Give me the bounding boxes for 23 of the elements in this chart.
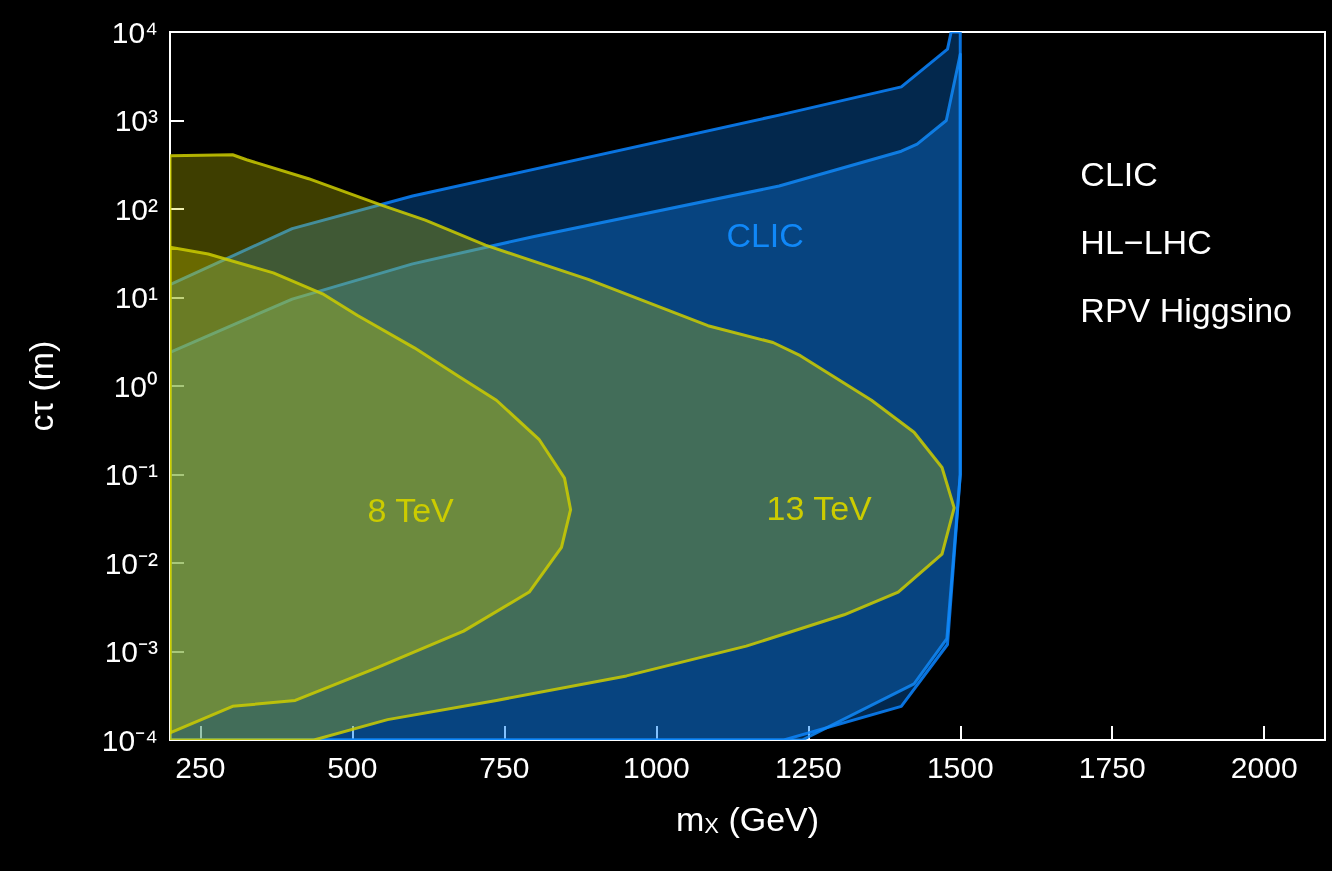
x-tick-label: 1000 [622,750,690,784]
x-tick-label: 500 [327,750,378,784]
y-tick-label: 10⁴ [111,15,158,49]
y-tick-label: 10⁰ [113,369,158,403]
y-tick-label: 10¹ [114,281,159,314]
y-tick-label: 10⁻¹ [104,458,159,491]
annotation: CLIC HL−LHC RPV Higgsino [1080,155,1292,329]
series-label: 8 TeV [367,490,455,529]
y-tick-label: 10³ [114,104,159,137]
x-tick-label: 750 [479,750,530,784]
series-label: CLIC [726,215,804,254]
y-axis-title: cτ (m) [22,340,60,432]
x-tick-label: 2000 [1230,750,1298,784]
y-tick-label: 10⁻⁴ [101,723,158,757]
series-label: 13 TeV [766,488,873,527]
y-tick-label: 10⁻² [104,546,159,580]
x-tick-label: 1750 [1078,750,1146,784]
x-tick-label: 1500 [926,750,994,784]
x-tick-label: 250 [175,750,226,784]
y-tick-label: 10⁻³ [104,635,159,668]
y-tick-label: 10² [114,192,159,226]
x-axis-title: mX (GeV) [675,800,820,838]
x-tick-label: 1250 [774,750,842,784]
